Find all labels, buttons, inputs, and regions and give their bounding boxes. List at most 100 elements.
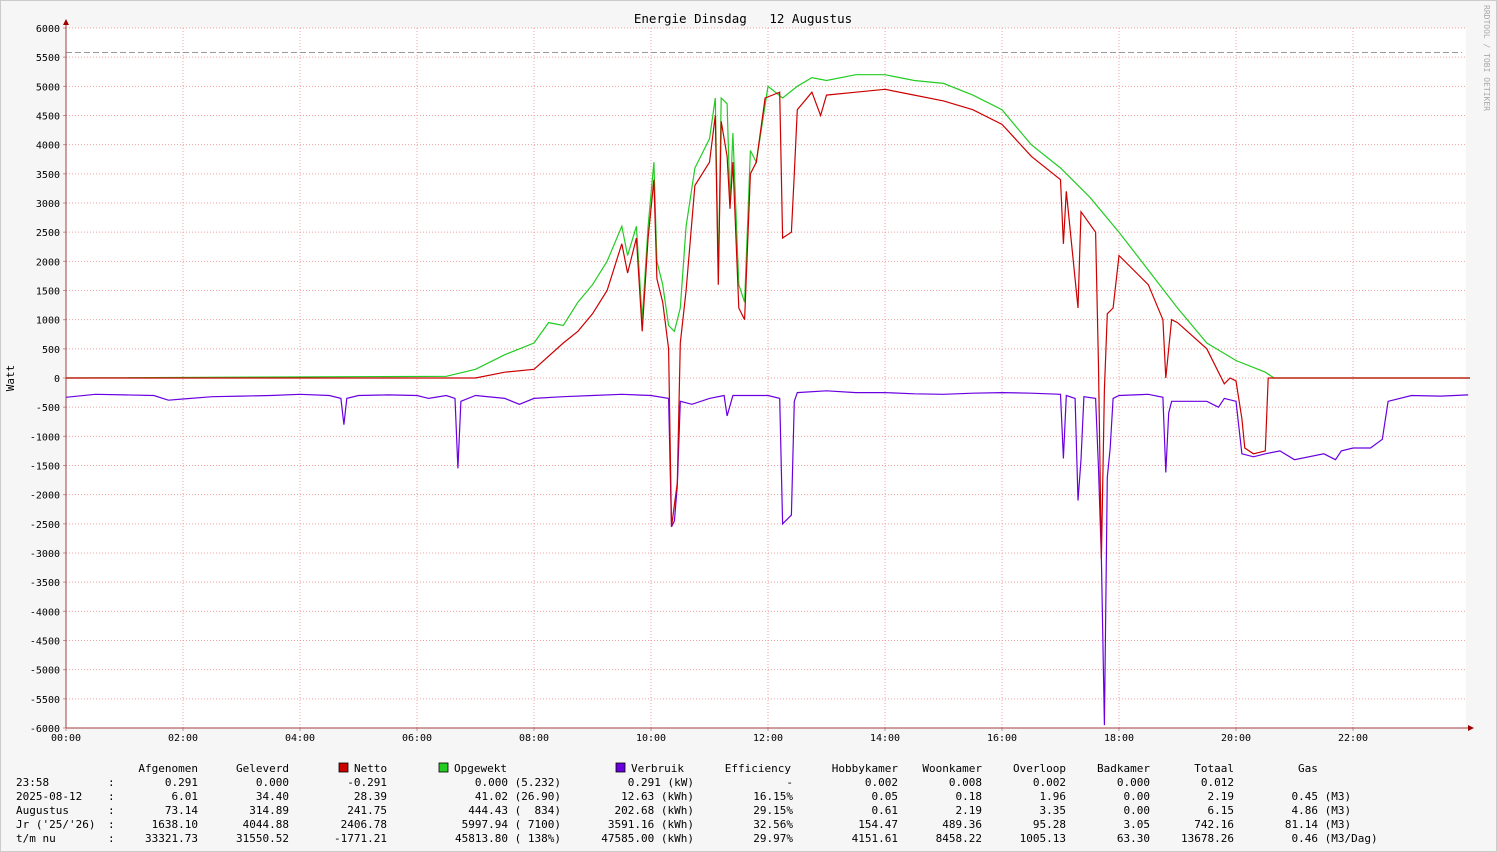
x-tick-label: 20:00	[1221, 733, 1251, 744]
table-cell: 0.61	[872, 804, 899, 817]
y-tick-label: 2500	[36, 228, 60, 239]
table-cell: 444.43 ( 834)	[468, 804, 561, 817]
table-cell: 81.14 (M3)	[1285, 818, 1351, 831]
row-separator: :	[108, 790, 115, 803]
x-tick-label: 08:00	[519, 733, 549, 744]
y-tick-label: 1500	[36, 287, 60, 298]
row-separator: :	[108, 818, 115, 831]
table-cell: 29.97%	[753, 832, 793, 845]
x-tick-label: 10:00	[636, 733, 666, 744]
table-cell: 41.02 (26.90)	[475, 790, 561, 803]
table-cell: 0.46 (M3/Dag)	[1292, 832, 1378, 845]
table-cell: 33321.73	[145, 832, 198, 845]
table-cell: 31550.52	[236, 832, 289, 845]
table-cell: 2406.78	[341, 818, 387, 831]
table-header: Overloop	[1013, 762, 1066, 775]
table-cell: -	[786, 776, 793, 789]
table-header: Geleverd	[236, 762, 289, 775]
row-separator: :	[108, 804, 115, 817]
y-tick-label: -500	[36, 403, 60, 414]
table-header: Badkamer	[1097, 762, 1150, 775]
table-cell: 16.15%	[753, 790, 793, 803]
x-tick-label: 16:00	[987, 733, 1017, 744]
legend-label: Opgewekt	[454, 762, 507, 775]
y-tick-label: 5500	[36, 53, 60, 64]
y-tick-label: 6000	[36, 24, 60, 35]
row-label: Jr ('25/'26)	[16, 818, 95, 831]
table-cell: 1005.13	[1020, 832, 1066, 845]
axis-arrow	[63, 19, 69, 25]
table-cell: 0.000 (5.232)	[475, 776, 561, 789]
series-line	[65, 390, 1469, 726]
y-tick-label: 4000	[36, 141, 60, 152]
y-axis-label: Watt	[4, 365, 17, 392]
y-tick-label: 2000	[36, 257, 60, 268]
table-header: Efficiency	[725, 762, 792, 775]
legend-swatch	[615, 762, 626, 773]
table-cell: 6.01	[172, 790, 199, 803]
table-cell: 95.28	[1033, 818, 1066, 831]
y-tick-label: -5000	[30, 666, 60, 677]
table-cell: 5997.94 ( 7100)	[462, 818, 561, 831]
y-tick-label: -3500	[30, 578, 60, 589]
y-tick-label: -4500	[30, 637, 60, 648]
table-header: Totaal	[1194, 762, 1234, 775]
table-cell: 8458.22	[936, 832, 982, 845]
axis-arrow	[1468, 725, 1474, 731]
table-header: Hobbykamer	[832, 762, 899, 775]
table-cell: 154.47	[858, 818, 898, 831]
x-tick-label: 02:00	[168, 733, 198, 744]
x-tick-label: 18:00	[1104, 733, 1134, 744]
table-cell: 489.36	[942, 818, 982, 831]
table-header: Afgenomen	[138, 762, 198, 775]
x-tick-label: 12:00	[753, 733, 783, 744]
table-cell: 0.45 (M3)	[1292, 790, 1352, 803]
table-cell: 73.14	[165, 804, 198, 817]
row-separator: :	[108, 776, 115, 789]
table-cell: 45813.80 ( 138%)	[455, 832, 561, 845]
row-label: 23:58	[16, 776, 49, 789]
table-cell: 3.35	[1040, 804, 1067, 817]
table-cell: 13678.26	[1181, 832, 1234, 845]
table-cell: 0.291	[165, 776, 198, 789]
table-cell: 0.05	[872, 790, 899, 803]
table-cell: 6.15	[1208, 804, 1235, 817]
table-cell: 4.86 (M3)	[1292, 804, 1352, 817]
y-tick-label: 4500	[36, 112, 60, 123]
y-tick-label: -1500	[30, 462, 60, 473]
y-tick-label: -3000	[30, 549, 60, 560]
y-tick-label: -2000	[30, 491, 60, 502]
table-cell: 0.008	[949, 776, 982, 789]
table-cell: 0.012	[1201, 776, 1234, 789]
table-cell: 2.19	[1208, 790, 1235, 803]
table-cell: 47585.00 (kWh)	[601, 832, 694, 845]
table-cell: 0.00	[1124, 790, 1151, 803]
table-cell: 1638.10	[152, 818, 198, 831]
table-cell: 314.89	[249, 804, 289, 817]
y-tick-label: -1000	[30, 432, 60, 443]
table-cell: 32.56%	[753, 818, 793, 831]
table-cell: 63.30	[1117, 832, 1150, 845]
table-cell: 0.000	[1117, 776, 1150, 789]
y-tick-label: -6000	[30, 724, 60, 735]
table-cell: 4044.88	[243, 818, 289, 831]
y-tick-label: 1000	[36, 316, 60, 327]
y-tick-label: -2500	[30, 520, 60, 531]
table-cell: 34.40	[256, 790, 289, 803]
table-cell: 3.05	[1124, 818, 1151, 831]
table-cell: 28.39	[354, 790, 387, 803]
table-cell: -1771.21	[334, 832, 387, 845]
table-cell: 12.63 (kWh)	[621, 790, 694, 803]
table-cell: 3591.16 (kWh)	[608, 818, 694, 831]
y-tick-label: 3500	[36, 170, 60, 181]
table-cell: 0.002	[1033, 776, 1066, 789]
table-cell: 4151.61	[852, 832, 898, 845]
x-tick-label: 06:00	[402, 733, 432, 744]
table-cell: -0.291	[347, 776, 387, 789]
table-cell: 1.96	[1040, 790, 1067, 803]
legend-swatch	[438, 762, 449, 773]
table-cell: 0.18	[956, 790, 983, 803]
legend-swatch	[338, 762, 349, 773]
x-tick-label: 04:00	[285, 733, 315, 744]
table-cell: 742.16	[1194, 818, 1234, 831]
